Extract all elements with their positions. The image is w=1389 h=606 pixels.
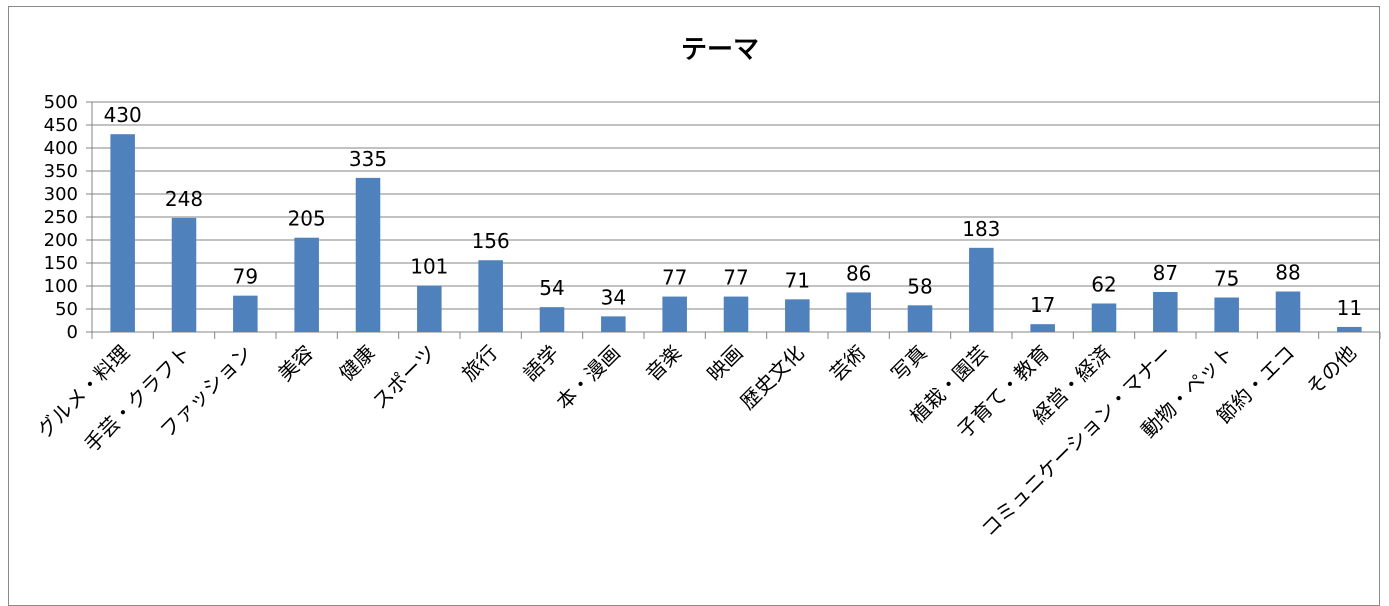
y-tick-label: 450 [44,115,78,136]
y-tick-label: 350 [44,161,78,182]
bar [846,292,871,332]
data-label: 77 [662,266,687,290]
y-tick-label: 50 [55,299,78,320]
y-tick-label: 250 [44,207,78,228]
bar [723,296,749,332]
bar [417,285,442,332]
x-tick-label: スポーツ [368,341,441,414]
x-tick-label: 歴史文化 [735,341,809,415]
y-tick-label: 150 [44,253,78,274]
x-tick-label: 芸術 [825,341,870,386]
x-tick-label: 音楽 [641,341,686,386]
bar [1275,291,1301,332]
y-tick-label: 300 [44,184,78,205]
x-tick-label: 写真 [886,341,931,386]
data-label: 75 [1214,267,1239,291]
bar [478,260,503,332]
y-tick-label: 0 [67,322,78,343]
data-label: 62 [1091,272,1116,296]
data-label: 34 [601,285,626,309]
data-label: 183 [962,217,1000,241]
y-tick-label: 500 [44,92,78,113]
x-tick-label: 健康 [334,341,379,386]
bar [355,177,381,332]
bar [233,295,258,332]
data-label: 205 [288,207,326,231]
data-label: 79 [233,265,258,289]
x-tick-label: 映画 [702,341,747,386]
bar [1030,324,1055,332]
bar [785,299,810,332]
data-label: 77 [723,266,748,290]
data-label: 335 [349,147,387,171]
data-label: 156 [472,229,510,253]
data-label: 87 [1153,261,1178,285]
data-label: 11 [1337,296,1362,320]
data-labels: 430 248 79 205 335 101 156 54 34 77 77 71 86 58 183 17 6… [104,103,1362,320]
bar [1153,291,1178,332]
data-label: 248 [165,187,203,211]
bar [601,316,626,332]
x-tick-label: 語学 [518,341,563,386]
data-label: 101 [410,255,448,279]
x-tick-label: 手芸・クラフト [80,341,196,457]
data-label: 430 [104,103,142,127]
bar [539,307,565,332]
data-label: 54 [539,276,564,300]
data-label: 88 [1275,261,1300,285]
data-label: 58 [907,274,932,298]
bar [1214,297,1239,332]
bar [1091,303,1117,332]
bar [110,134,135,332]
bar [1337,326,1362,332]
bar [662,296,687,332]
bars [110,134,1362,332]
y-tick-label: 200 [44,230,78,251]
y-tick-label: 400 [44,138,78,159]
bar [294,237,319,332]
data-label: 71 [785,268,810,292]
data-label: 17 [1030,293,1055,317]
bar [907,305,933,332]
chart-title: テーマ [681,35,759,65]
bar [969,247,994,332]
bar [171,217,197,332]
data-label: 86 [846,261,871,285]
y-tick-label: 100 [44,276,78,297]
x-tick-label: その他 [1301,341,1360,400]
x-tick-label: 美容 [273,341,318,386]
x-tick-label: 旅行 [457,341,502,386]
x-tick-label: 本・漫画 [551,341,625,415]
